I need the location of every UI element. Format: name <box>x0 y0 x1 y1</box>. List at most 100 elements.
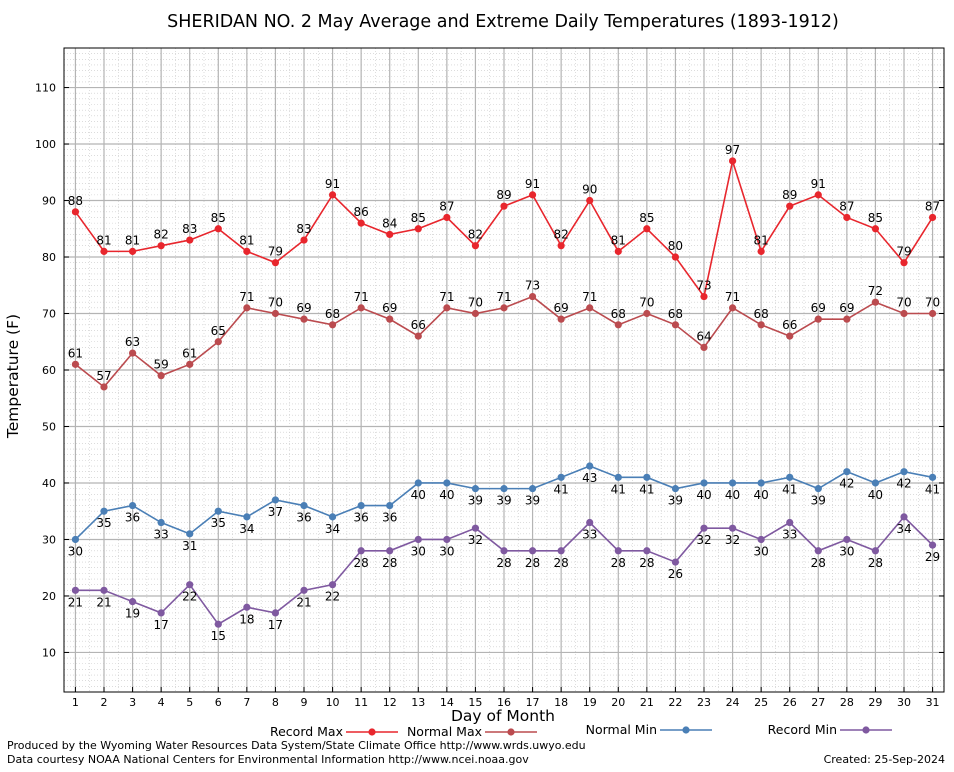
data-label: 91 <box>325 177 340 191</box>
data-label: 33 <box>782 528 797 542</box>
data-point <box>843 315 851 323</box>
data-label: 17 <box>154 618 169 632</box>
data-label: 41 <box>554 482 569 496</box>
data-point <box>328 581 337 589</box>
data-point <box>300 315 308 323</box>
data-point <box>471 485 480 493</box>
data-label: 87 <box>925 199 940 213</box>
x-tick-label: 25 <box>754 696 768 709</box>
data-label: 64 <box>696 329 711 343</box>
data-point <box>357 219 365 227</box>
data-label: 35 <box>211 516 226 530</box>
data-point <box>900 309 908 318</box>
data-point <box>186 581 194 589</box>
legend-marker <box>368 728 376 736</box>
data-point <box>528 547 537 555</box>
data-point <box>128 349 137 357</box>
data-point <box>271 609 280 617</box>
data-point <box>557 315 565 323</box>
data-point <box>128 501 137 510</box>
y-tick-label: 70 <box>42 308 56 321</box>
data-label: 30 <box>411 544 426 558</box>
x-tick-label: 19 <box>583 696 597 709</box>
y-tick-label: 100 <box>35 138 56 151</box>
data-label: 18 <box>239 612 254 626</box>
data-label: 83 <box>182 222 197 236</box>
data-label: 81 <box>611 233 626 247</box>
data-point <box>300 586 308 594</box>
data-point <box>71 586 80 594</box>
x-tick-label: 28 <box>840 696 854 709</box>
data-label: 30 <box>839 544 854 558</box>
data-label: 65 <box>211 324 226 338</box>
data-point <box>900 513 908 521</box>
data-point <box>71 535 80 544</box>
data-point <box>500 485 508 493</box>
data-label: 86 <box>354 205 369 219</box>
y-tick-label: 40 <box>42 477 56 490</box>
data-point <box>471 242 480 250</box>
x-tick-label: 1 <box>72 696 79 709</box>
data-point <box>643 225 651 233</box>
data-label: 41 <box>639 482 654 496</box>
data-label: 17 <box>268 618 283 632</box>
data-point <box>386 501 394 510</box>
data-label: 69 <box>296 301 311 315</box>
data-label: 81 <box>125 233 140 247</box>
x-tick-label: 9 <box>301 696 308 709</box>
created-date: Created: 25-Sep-2024 <box>824 753 945 766</box>
data-point <box>100 507 108 515</box>
data-label: 83 <box>296 222 311 236</box>
data-point <box>671 485 680 493</box>
data-label: 40 <box>411 488 426 502</box>
data-point <box>928 541 937 549</box>
data-label: 40 <box>696 488 711 502</box>
data-label: 28 <box>868 556 883 570</box>
data-point <box>900 468 908 476</box>
data-point <box>586 462 594 470</box>
data-point <box>214 338 222 346</box>
data-label: 63 <box>125 335 140 349</box>
y-tick-label: 60 <box>42 364 56 377</box>
data-label: 71 <box>354 290 369 304</box>
data-point <box>586 196 594 205</box>
data-label: 39 <box>496 494 511 508</box>
x-tick-label: 12 <box>383 696 397 709</box>
data-point <box>157 609 165 617</box>
x-tick-label: 11 <box>354 696 368 709</box>
data-label: 28 <box>811 556 826 570</box>
data-label: 71 <box>239 290 254 304</box>
legend-marker <box>862 726 870 734</box>
data-label: 79 <box>896 245 911 259</box>
data-label: 34 <box>896 522 911 536</box>
data-label: 42 <box>896 477 911 491</box>
data-point <box>214 507 222 515</box>
x-tick-label: 5 <box>186 696 193 709</box>
series-record-max: 88 81 81 82 83 85 81 79 83 91 86 84 85 87 82 89 91 82 90 81… <box>68 143 940 301</box>
data-label: 66 <box>411 318 426 332</box>
data-point <box>443 479 451 487</box>
data-label: 81 <box>239 233 254 247</box>
data-label: 70 <box>896 296 911 310</box>
data-point <box>843 213 851 222</box>
data-label: 91 <box>811 177 826 191</box>
data-label: 22 <box>182 590 197 604</box>
x-tick-label: 18 <box>554 696 568 709</box>
data-point <box>614 547 622 555</box>
data-label: 33 <box>154 528 169 542</box>
data-point <box>700 343 708 352</box>
data-label: 81 <box>96 233 111 247</box>
data-point <box>357 304 365 312</box>
data-point <box>728 479 737 487</box>
data-label: 73 <box>696 279 711 293</box>
data-point <box>271 496 280 504</box>
data-label: 28 <box>611 556 626 570</box>
data-label: 68 <box>668 307 683 321</box>
data-point <box>357 547 365 555</box>
data-point <box>471 309 480 318</box>
data-label: 41 <box>925 482 940 496</box>
data-label: 59 <box>154 358 169 372</box>
data-point <box>671 558 680 566</box>
data-point <box>843 535 851 544</box>
